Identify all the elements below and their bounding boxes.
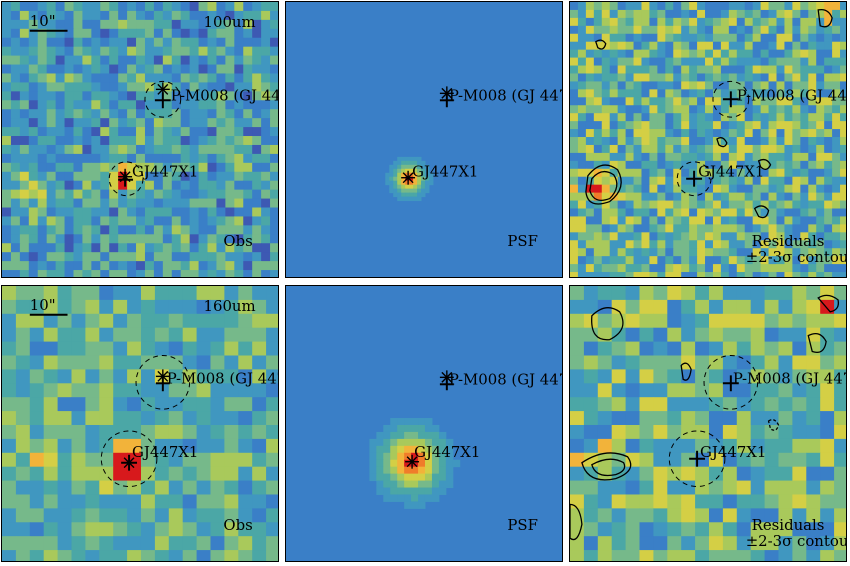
band-label: 100um bbox=[204, 13, 256, 31]
contour bbox=[817, 8, 833, 28]
panel-residuals-160um: P-M008 (GJ 447 GJ447X1 Residuals ±2-3σ c… bbox=[569, 285, 847, 562]
source-aperture bbox=[100, 430, 158, 488]
cross-icon bbox=[118, 171, 134, 187]
noise-map bbox=[2, 286, 278, 561]
cross-icon bbox=[439, 377, 454, 391]
source-label: P-M008 (GJ 447 bbox=[167, 369, 278, 387]
source-aperture bbox=[668, 430, 726, 488]
contour bbox=[570, 503, 583, 541]
residual-map bbox=[570, 2, 846, 277]
source-label: GJ447X1 bbox=[412, 163, 478, 181]
cross-icon bbox=[722, 375, 739, 392]
panel-kind-label: Residuals bbox=[752, 232, 825, 250]
source-label: GJ447X1 bbox=[698, 163, 764, 181]
source-label: P-M008 (GJ 447 bbox=[449, 86, 562, 104]
source-label: GJ447X1 bbox=[700, 443, 766, 461]
panel-kind-label: Obs bbox=[223, 516, 252, 534]
residual-map bbox=[570, 286, 846, 561]
noise-map bbox=[2, 2, 278, 277]
panel-psf-160um: P-M008 (GJ 447 GJ447X1 PSF bbox=[285, 285, 563, 562]
cross-icon bbox=[154, 92, 171, 109]
asterisk-icon bbox=[401, 170, 416, 185]
cross-icon bbox=[689, 450, 706, 467]
source-aperture bbox=[703, 354, 759, 410]
contour bbox=[767, 419, 780, 431]
cross-icon bbox=[121, 454, 138, 471]
cross-icon bbox=[155, 376, 170, 392]
source-label: GJ447X1 bbox=[414, 443, 480, 461]
contour bbox=[757, 158, 772, 170]
source-label: GJ447X1 bbox=[132, 443, 198, 461]
panel-kind-label: Residuals bbox=[752, 516, 825, 534]
source-aperture bbox=[108, 161, 144, 197]
contour bbox=[589, 170, 618, 201]
psf-map bbox=[369, 418, 461, 509]
source-label: P-M008 (GJ 447 bbox=[171, 86, 278, 104]
panel-psf-100um: P-M008 (GJ 447 GJ447X1 PSF bbox=[285, 1, 563, 278]
cross-icon bbox=[686, 170, 703, 187]
contour bbox=[716, 137, 728, 148]
source-aperture bbox=[135, 354, 191, 410]
contour bbox=[581, 452, 632, 481]
asterisk-icon bbox=[405, 454, 420, 469]
contour-overlay: P-M008 (GJ 447 GJ447X1 Residuals ±2-3σ c… bbox=[585, 8, 846, 266]
contour bbox=[817, 294, 840, 313]
panel-kind-label: ±2-3σ contours bbox=[746, 532, 846, 550]
scale-bar-label: 10" bbox=[30, 12, 56, 30]
panel-kind-label: ±2-3σ contours bbox=[746, 248, 846, 266]
panel-obs-100um: 10" 100um P-M008 (GJ 447 GJ447X1 Obs bbox=[1, 1, 279, 278]
contour bbox=[680, 362, 692, 381]
source-aperture bbox=[144, 80, 182, 118]
panel-kind-label: PSF bbox=[507, 516, 538, 534]
source-label: GJ447X1 bbox=[132, 163, 198, 181]
contour bbox=[595, 39, 607, 50]
cross-icon bbox=[439, 94, 454, 108]
contour-overlay: P-M008 (GJ 447 GJ447X1 Residuals ±2-3σ c… bbox=[570, 294, 846, 550]
panel-obs-160um: 10" 160um P-M008 (GJ 447 GJ447X1 Obs bbox=[1, 285, 279, 562]
contour bbox=[591, 458, 626, 477]
source-aperture bbox=[676, 161, 712, 197]
contour bbox=[585, 164, 622, 205]
scale-bar-label: 10" bbox=[30, 296, 56, 314]
panel-residuals-100um: P-M008 (GJ 447 GJ447X1 Residuals ±2-3σ c… bbox=[569, 1, 847, 278]
contour bbox=[807, 333, 827, 354]
band-label: 160um bbox=[204, 297, 256, 315]
contour bbox=[591, 307, 624, 341]
cross-icon bbox=[722, 91, 739, 108]
panel-kind-label: Obs bbox=[223, 232, 252, 250]
source-label: P-M008 (GJ 447 bbox=[737, 86, 846, 104]
source-aperture bbox=[712, 80, 750, 118]
source-label: P-M008 (GJ 447 bbox=[733, 369, 846, 387]
panel-kind-label: PSF bbox=[507, 232, 538, 250]
psf-map bbox=[385, 156, 434, 202]
source-label: P-M008 (GJ 447 bbox=[449, 370, 562, 388]
contour bbox=[753, 205, 770, 219]
